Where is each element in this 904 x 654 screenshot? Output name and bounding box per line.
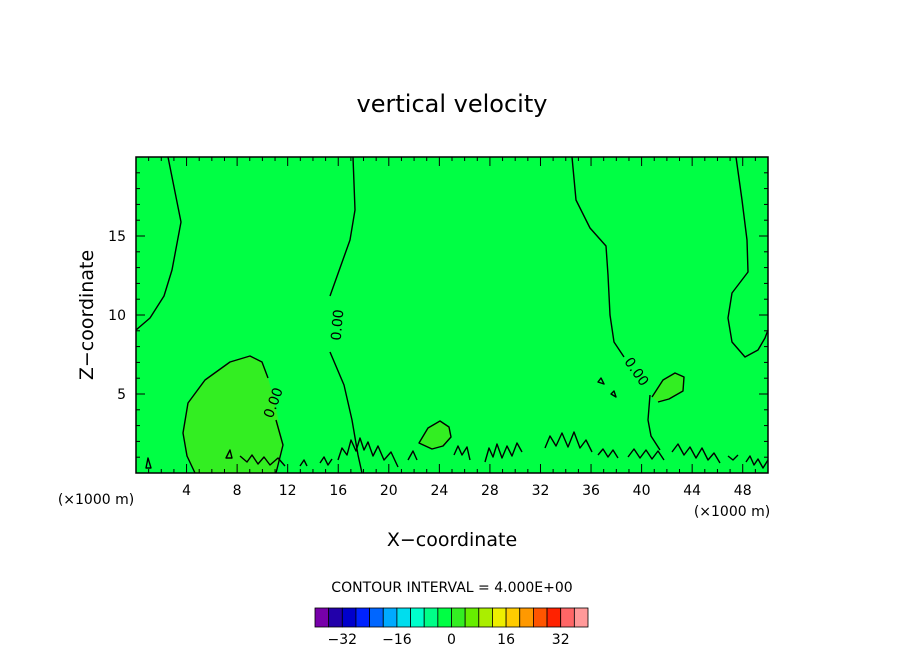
zero-contour-line <box>319 456 333 466</box>
colorbar-swatch <box>437 607 452 628</box>
x-tick-label: 16 <box>329 483 347 499</box>
colorbar-swatch <box>492 607 507 628</box>
zero-contour-line <box>610 390 617 398</box>
colorbar-swatch <box>341 607 357 628</box>
zero-contour-line <box>647 394 661 451</box>
zero-contour-line <box>544 431 593 453</box>
zero-contour-line <box>597 377 605 385</box>
colorbar-tick-label: 16 <box>497 632 515 648</box>
y-axis-label: Z−coordinate <box>76 250 98 380</box>
x-tick-label: 44 <box>683 483 701 499</box>
x-tick-label: 4 <box>182 483 191 499</box>
colorbar-swatch <box>519 607 534 628</box>
colorbar-tick-label: 0 <box>447 632 456 648</box>
updraft-region-left <box>183 356 283 473</box>
x-unit-left: (×1000 m) <box>58 492 134 508</box>
colorbar-swatch <box>369 607 384 628</box>
zero-contour-line <box>745 455 769 469</box>
x-tick-label: 24 <box>430 483 448 499</box>
colorbar-swatch <box>396 607 411 628</box>
zero-contour-line <box>627 448 665 461</box>
zero-contour-line <box>239 454 286 467</box>
zero-contour-line <box>337 437 399 468</box>
zero-contour-line <box>597 448 619 459</box>
zero-contour-line <box>145 457 152 469</box>
x-unit-right: (×1000 m) <box>694 504 770 520</box>
x-tick-label: 28 <box>481 483 499 499</box>
colorbar-swatch <box>546 607 562 628</box>
contour-interval-note: CONTOUR INTERVAL = 4.000E+00 <box>331 580 572 596</box>
zero-contour-line <box>329 351 363 474</box>
colorbar-swatch <box>410 607 425 628</box>
colorbar-swatch <box>423 607 439 628</box>
x-tick-label: 48 <box>734 483 752 499</box>
colorbar-swatch <box>533 607 548 628</box>
zero-contours <box>135 156 769 474</box>
zero-contour-line <box>453 445 471 461</box>
x-axis-label: X−coordinate <box>387 529 517 551</box>
zero-contour-line <box>225 449 233 459</box>
zero-contour-line <box>182 355 269 474</box>
zero-contour-line <box>418 420 452 450</box>
x-tick-label: 36 <box>582 483 600 499</box>
colorbar-swatch <box>451 607 466 628</box>
updraft-region-center <box>419 421 451 449</box>
zero-contour-line <box>671 443 721 464</box>
zero-contour-line <box>407 450 418 461</box>
zero-contour-line <box>484 442 523 463</box>
colorbar-swatch <box>355 607 371 628</box>
zero-contour-line <box>727 454 739 461</box>
x-tick-label: 20 <box>380 483 398 499</box>
zero-contour-line <box>135 156 182 331</box>
x-tick-label: 32 <box>532 483 550 499</box>
contour-label: 0.00 <box>329 309 348 341</box>
chart-title: vertical velocity <box>357 90 548 118</box>
x-tick-label: 40 <box>633 483 651 499</box>
colorbar-tick-label: −16 <box>382 632 412 648</box>
colorbar-tick-label: −32 <box>328 632 358 648</box>
colorbar-swatch <box>328 607 343 628</box>
y-tick-label: 15 <box>108 229 126 245</box>
x-tick-label: 12 <box>279 483 297 499</box>
zero-contour-line <box>275 419 284 474</box>
colorbar-swatch <box>382 607 398 628</box>
colorbar-swatch <box>478 607 493 628</box>
zero-contour-line <box>727 156 769 358</box>
colorbar-tick-label: 32 <box>552 632 570 648</box>
colorbar: −32 −16 0 16 32 <box>314 607 589 648</box>
zero-contour-line <box>651 372 685 403</box>
x-tick-label: 8 <box>233 483 242 499</box>
colorbar-swatch <box>573 607 589 628</box>
y-tick-label: 5 <box>117 387 126 403</box>
colorbar-swatch <box>560 607 575 628</box>
plot-area <box>136 157 768 473</box>
colorbar-swatch <box>314 607 330 628</box>
zero-contour-line <box>329 156 356 297</box>
zero-contour-line <box>571 156 625 358</box>
zero-contour-line <box>299 459 308 467</box>
colorbar-swatch <box>464 607 480 628</box>
colorbar-swatch <box>505 607 521 628</box>
y-tick-label: 10 <box>108 308 126 324</box>
